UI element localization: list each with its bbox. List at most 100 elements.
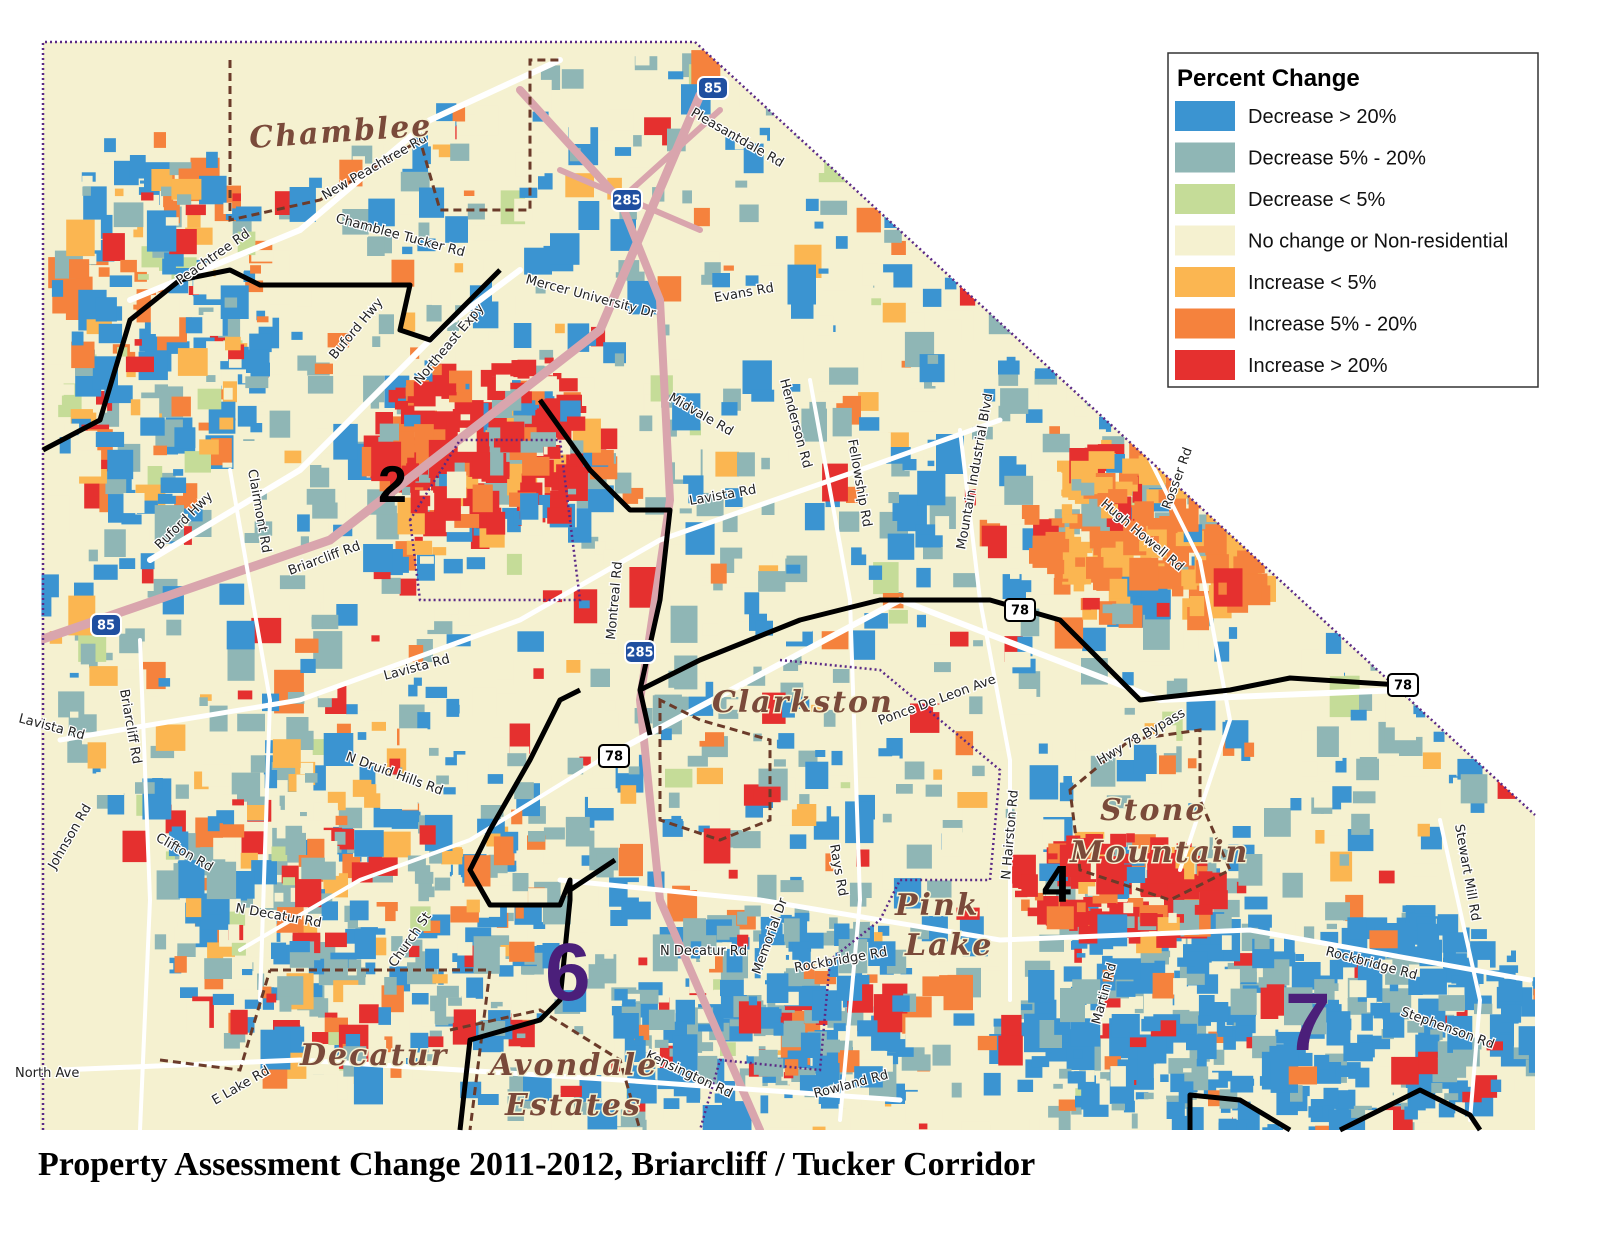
parcel-patch [1133, 744, 1157, 774]
parcel-patch [1205, 472, 1217, 480]
parcel-patch [173, 469, 184, 476]
parcel-patch [1122, 672, 1134, 686]
parcel-patch [712, 1137, 720, 1143]
parcel-patch [726, 699, 744, 710]
parcel-patch [1151, 207, 1162, 222]
parcel-patch [823, 1117, 851, 1130]
parcel-patch [1211, 425, 1229, 444]
parcel-patch [177, 348, 208, 376]
parcel-patch [720, 979, 747, 997]
parcel-patch [1153, 444, 1174, 468]
parcel-patch [172, 252, 184, 267]
parcel-patch [762, 692, 786, 724]
parcel-patch [1227, 534, 1241, 542]
parcel-patch [274, 892, 284, 902]
parcel-patch [1035, 368, 1056, 379]
parcel-patch [587, 1103, 618, 1130]
parcel-patch [1254, 476, 1271, 495]
parcel-patch [365, 962, 376, 975]
parcel-patch [487, 865, 498, 878]
parcel-patch [1167, 421, 1181, 435]
parcel-patch [576, 377, 595, 389]
parcel-patch [911, 180, 921, 188]
parcel-patch [882, 302, 906, 323]
parcel-patch [748, 996, 758, 1006]
parcel-patch [429, 747, 439, 756]
parcel-patch [550, 233, 580, 265]
parcel-patch [1359, 757, 1378, 767]
parcel-patch [1506, 451, 1531, 477]
parcel-patch [941, 827, 963, 857]
parcel-patch [535, 286, 546, 294]
parcel-patch [1081, 1083, 1100, 1110]
parcel-patch [866, 898, 882, 918]
parcel-patch [859, 417, 880, 431]
parcel-patch [1384, 759, 1396, 766]
parcel-patch [1316, 501, 1336, 527]
parcel-patch [768, 237, 789, 264]
parcel-patch [927, 166, 944, 177]
parcel-patch [199, 175, 227, 205]
parcel-patch [1339, 854, 1349, 866]
parcel-patch [1475, 491, 1498, 519]
parcel-patch [513, 323, 532, 348]
parcel-patch [1338, 597, 1349, 606]
parcel-patch [432, 974, 448, 984]
parcel-patch [1519, 482, 1535, 495]
parcel-patch [1110, 109, 1128, 121]
parcel-patch [567, 416, 586, 431]
parcel-patch [164, 252, 174, 266]
parcel-patch [614, 353, 625, 367]
parcel-patch [71, 331, 84, 346]
parcel-patch [224, 297, 238, 308]
parcel-patch [713, 581, 723, 591]
parcel-patch [607, 257, 619, 273]
parcel-patch [1217, 446, 1231, 458]
parcel-patch [1188, 803, 1198, 813]
parcel-patch [971, 200, 991, 222]
parcel-patch [761, 457, 770, 470]
parcel-patch [784, 335, 804, 363]
parcel-patch [721, 402, 738, 416]
parcel-patch [517, 631, 544, 652]
parcel-patch [1010, 92, 1034, 106]
parcel-patch [1470, 496, 1500, 514]
parcel-patch [1083, 319, 1102, 332]
parcel-patch [1444, 1093, 1459, 1101]
parcel-patch [604, 949, 614, 959]
parcel-patch [471, 225, 499, 241]
parcel-patch [1006, 356, 1016, 364]
parcel-patch [1369, 446, 1396, 475]
parcel-patch [588, 788, 618, 808]
parcel-patch [1272, 543, 1284, 558]
parcel-patch [98, 323, 123, 344]
parcel-patch [568, 958, 594, 979]
parcel-patch [566, 660, 581, 673]
parcel-patch [463, 257, 486, 286]
parcel-patch [904, 761, 925, 780]
parcel-patch [477, 1094, 499, 1105]
parcel-patch [1528, 680, 1535, 712]
place-label: Estates [504, 1088, 642, 1123]
parcel-patch [1150, 665, 1174, 681]
parcel-patch [734, 558, 755, 588]
parcel-patch [973, 640, 983, 647]
parcel-patch [962, 936, 988, 957]
parcel-patch [1513, 705, 1535, 733]
parcel-patch [321, 453, 332, 468]
parcel-patch [1318, 553, 1346, 569]
parcel-patch [661, 1098, 680, 1109]
parcel-patch [447, 962, 458, 968]
parcel-patch [1389, 984, 1399, 992]
parcel-patch [1215, 913, 1228, 929]
parcel-patch [985, 903, 1002, 918]
parcel-patch [1402, 905, 1415, 913]
parcel-patch [1052, 328, 1080, 362]
parcel-patch [316, 411, 329, 429]
parcel-patch [1252, 512, 1263, 527]
parcel-patch [457, 942, 473, 956]
parcel-patch [1220, 479, 1235, 488]
parcel-patch [1391, 1056, 1419, 1085]
parcel-patch [165, 217, 179, 226]
parcel-patch [1034, 85, 1047, 103]
